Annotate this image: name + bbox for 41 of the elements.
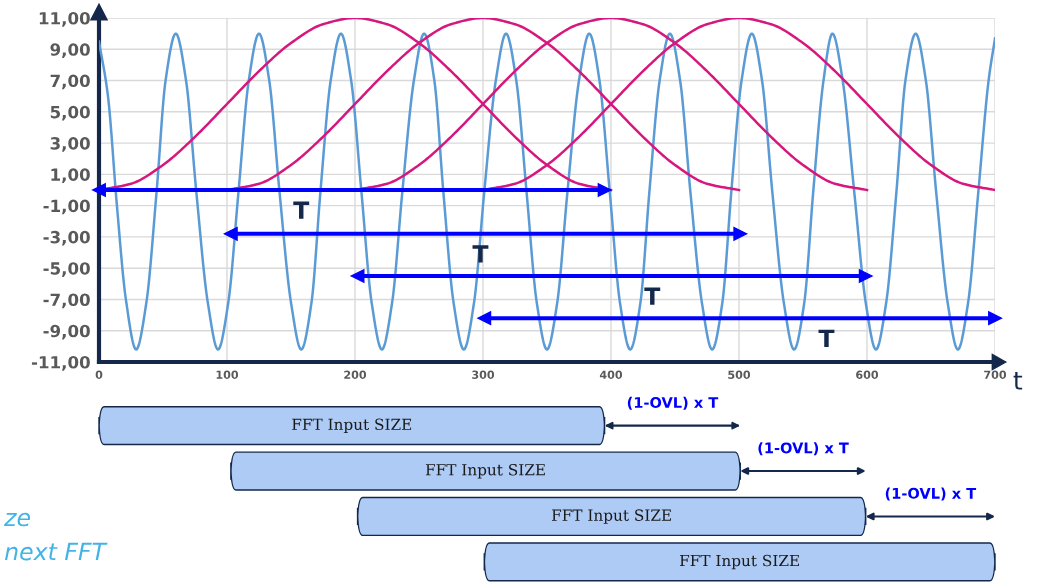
point xyxy=(477,311,492,326)
x-tick-label: 400 xyxy=(599,370,623,379)
text: ze xyxy=(4,512,31,527)
text: (1-OVL) x T xyxy=(885,487,977,501)
text: (1-OVL) x T xyxy=(758,442,849,456)
x-tick-label: 600 xyxy=(856,370,879,379)
y-tick-label: -5,00 xyxy=(43,262,90,277)
y-tick-label: -1,00 xyxy=(43,199,90,215)
y-tick-label: -7,00 xyxy=(43,293,90,309)
point xyxy=(223,226,238,241)
x-tick-label: 500 xyxy=(728,370,751,379)
point xyxy=(858,269,873,283)
x-tick-label: 100 xyxy=(216,370,239,379)
text: FFT Input SIZE xyxy=(551,509,671,524)
y-tick-label: 3,00 xyxy=(50,137,90,152)
x-axis-title: t xyxy=(1013,371,1023,390)
annotation: T xyxy=(818,329,835,347)
y-tick-label: -11,00 xyxy=(31,355,90,371)
y-tick-label: 7,00 xyxy=(50,74,90,90)
text: (1-OVL) x T xyxy=(627,396,719,410)
point xyxy=(597,183,612,197)
point xyxy=(733,226,748,241)
point xyxy=(988,311,1002,326)
y-tick-label: 11,00 xyxy=(39,11,90,27)
x-tick-label: 200 xyxy=(344,370,367,379)
y-tick-label: -3,00 xyxy=(43,230,90,246)
y-tick-label: 5,00 xyxy=(50,105,90,121)
y-tick-label: 9,00 xyxy=(50,43,90,58)
x-tick-label: 0 xyxy=(95,370,103,379)
annotation: T xyxy=(644,287,661,305)
x-tick-label: 300 xyxy=(472,370,495,379)
point xyxy=(350,269,365,283)
text: FFT Input SIZE xyxy=(425,463,545,479)
text: FFT Input SIZE xyxy=(292,418,412,434)
text: FFT Input SIZE xyxy=(679,554,799,570)
y-tick-label: 1,00 xyxy=(51,168,90,184)
annotation: T xyxy=(293,201,310,219)
x-tick-label: 700 xyxy=(984,370,1007,379)
text: next FFT xyxy=(4,542,108,561)
point xyxy=(92,183,106,197)
y-tick-label: -9,00 xyxy=(43,324,90,340)
